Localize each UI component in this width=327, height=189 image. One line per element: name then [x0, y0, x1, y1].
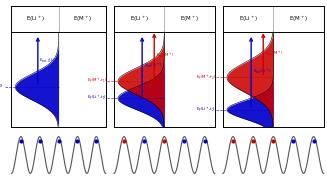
Text: E$_{act,0}$(Li$^+$): E$_{act,0}$(Li$^+$): [40, 56, 61, 65]
Text: E$_F$(Li$^+$,t=0): E$_F$(Li$^+$,t=0): [0, 83, 4, 91]
Text: E$_{act}$(M$^+$): E$_{act}$(M$^+$): [265, 50, 283, 58]
Text: E(M$^+$): E(M$^+$): [180, 14, 199, 24]
Text: E$_F$(M$^+$,t$_2$): E$_F$(M$^+$,t$_2$): [196, 73, 216, 82]
Text: E(M$^+$): E(M$^+$): [289, 14, 308, 24]
Text: E$_{act}$(Li$^+$): E$_{act}$(Li$^+$): [253, 68, 271, 76]
Text: E$_{act}$(Li$^+$): E$_{act}$(Li$^+$): [144, 62, 162, 70]
Text: E(Li$^+$): E(Li$^+$): [26, 14, 44, 24]
Text: E$_F$(M$^+$,t$_1$): E$_F$(M$^+$,t$_1$): [87, 77, 107, 85]
Text: E$_F$(Li$^+$,t$_1$): E$_F$(Li$^+$,t$_1$): [87, 94, 107, 102]
Text: E(Li$^+$): E(Li$^+$): [130, 14, 148, 24]
Text: E(Li$^+$): E(Li$^+$): [239, 14, 257, 24]
Text: E$_F$(Li$^+$,t$_2$): E$_F$(Li$^+$,t$_2$): [196, 105, 216, 114]
Text: E(M$^+$): E(M$^+$): [73, 14, 92, 24]
Text: E$_{act}$(M$^+$): E$_{act}$(M$^+$): [156, 52, 174, 60]
